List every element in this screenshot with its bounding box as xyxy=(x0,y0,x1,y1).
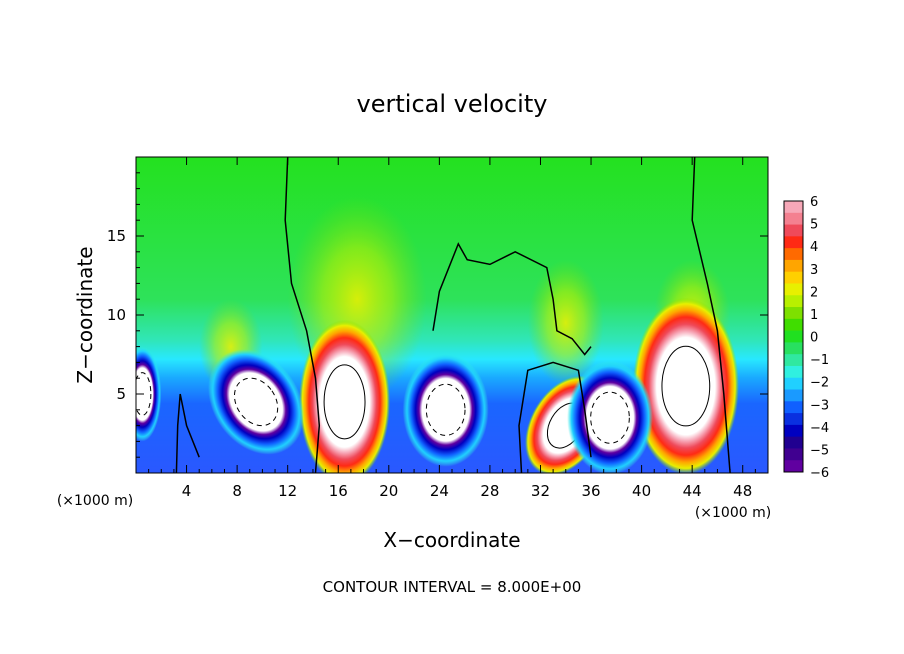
y-tick-label: 10 xyxy=(107,306,126,324)
colorbar-swatch xyxy=(784,401,803,414)
chart-title: vertical velocity xyxy=(357,90,548,118)
colorbar-swatch xyxy=(784,283,803,296)
x-tick-label: 4 xyxy=(182,482,192,500)
colorbar-swatch xyxy=(784,330,803,343)
cell-down-4 xyxy=(402,352,489,467)
y-axis-label: Z−coordinate xyxy=(73,246,97,383)
zero-contour-1 xyxy=(691,157,731,473)
colorbar-swatch xyxy=(784,295,803,308)
colorbar-tick-label: 4 xyxy=(810,240,818,255)
zero-contour-3 xyxy=(518,361,592,473)
colorbar-tick-label: 3 xyxy=(810,263,818,278)
cell-shading xyxy=(299,319,391,473)
cell-shading xyxy=(136,346,162,442)
colorbar-swatch xyxy=(784,224,803,237)
x-tick-label: 48 xyxy=(733,482,752,500)
cell-shading xyxy=(632,297,739,473)
cell-contour xyxy=(136,372,152,416)
cell-up-1 xyxy=(632,297,739,473)
colorbar-tick-label: −6 xyxy=(810,466,829,481)
cell-contour xyxy=(590,391,630,444)
velocity-field xyxy=(136,196,739,473)
colorbar-swatch xyxy=(784,413,803,426)
x-tick-label: 24 xyxy=(430,482,449,500)
colorbar-tick-label: −4 xyxy=(810,421,829,436)
zero-contour-2 xyxy=(432,242,592,356)
colorbar-swatch xyxy=(784,365,803,379)
contour-lines xyxy=(175,157,731,473)
x-tick-label: 28 xyxy=(480,482,499,500)
cell-contour xyxy=(425,383,466,436)
colorbar-tick-label: 2 xyxy=(810,285,818,300)
contour-interval-label: CONTOUR INTERVAL = 8.000E+00 xyxy=(323,578,582,596)
colorbar-swatch xyxy=(784,377,803,391)
cell-up-0 xyxy=(299,319,391,473)
colorbar-tick-label: 6 xyxy=(810,195,818,210)
cell-contour xyxy=(323,364,366,440)
colorbar-swatch xyxy=(784,448,803,461)
x-tick-label: 44 xyxy=(683,482,702,500)
colorbar-swatch xyxy=(784,436,803,449)
zero-contour-4 xyxy=(175,393,200,473)
zero-contour-0 xyxy=(284,157,321,473)
colorbar-tick-label: −5 xyxy=(810,443,829,458)
x-axis-label: X−coordinate xyxy=(383,528,520,552)
plot-area xyxy=(135,156,769,474)
colorbar-frame xyxy=(783,200,804,473)
cell-contour xyxy=(233,377,279,427)
x-tick-label: 16 xyxy=(329,482,348,500)
x-unit-right: (×1000 m) xyxy=(695,505,771,521)
colorbar-tick-label: 0 xyxy=(810,331,818,346)
colorbar-swatch xyxy=(784,271,803,284)
x-tick-label: 20 xyxy=(379,482,398,500)
colorbar-swatch xyxy=(784,212,803,226)
colorbar-swatch xyxy=(784,342,803,355)
x-unit-left: (×1000 m) xyxy=(57,493,133,509)
x-tick-label: 8 xyxy=(232,482,242,500)
y-axis: 5 10 15 xyxy=(107,172,768,458)
x-tick-label: 12 xyxy=(278,482,297,500)
colorbar-swatch xyxy=(784,460,803,473)
colorbar-swatch xyxy=(784,259,803,273)
x-tick-label: 40 xyxy=(632,482,651,500)
y-tick-label: 15 xyxy=(107,227,126,245)
colorbar-swatch xyxy=(784,389,803,402)
colorbar: 6 5 4 3 2 1 0 −1 −2 −3 −4 −5 −6 xyxy=(783,195,829,481)
colorbar-swatch xyxy=(784,307,803,320)
colorbar-swatch xyxy=(784,424,803,438)
colorbar-swatch xyxy=(784,248,803,261)
colorbar-tick-label: −2 xyxy=(810,376,829,391)
y-tick-label: 5 xyxy=(116,385,126,403)
colorbar-tick-label: −1 xyxy=(810,353,829,368)
cell-down-5 xyxy=(567,360,653,473)
cell-shading xyxy=(567,360,653,473)
cell-contour xyxy=(661,345,711,427)
colorbar-tick-label: 5 xyxy=(810,218,818,233)
colorbar-swatch xyxy=(784,236,803,249)
colorbar-tick-label: 1 xyxy=(810,308,818,323)
colorbar-swatch xyxy=(784,354,803,367)
colorbar-swatch xyxy=(784,318,803,332)
colorbar-swatch xyxy=(784,201,803,214)
x-tick-label: 36 xyxy=(581,482,600,500)
cell-shading xyxy=(208,349,305,455)
cell-down-6 xyxy=(136,346,162,442)
cell-down-3 xyxy=(208,349,305,455)
colorbar-tick-label: −3 xyxy=(810,398,829,413)
cell-shading xyxy=(402,352,489,467)
x-axis: 4 8 12 16 20 24 28 32 36 40 44 48 xyxy=(148,157,756,500)
x-tick-label: 32 xyxy=(531,482,550,500)
